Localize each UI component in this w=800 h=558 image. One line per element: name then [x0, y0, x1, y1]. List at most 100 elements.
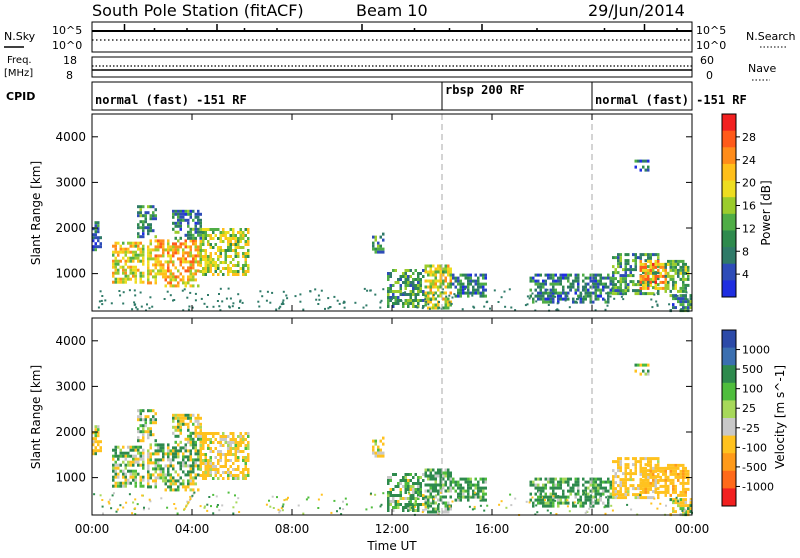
- heatmap-cell: [129, 250, 132, 254]
- heatmap-cell: [139, 220, 142, 224]
- heatmap-cell: [564, 498, 567, 502]
- heatmap-cell: [547, 477, 550, 481]
- heatmap-cell: [607, 477, 610, 481]
- heatmap-cell: [134, 475, 137, 479]
- heatmap-cell: [177, 413, 180, 417]
- heatmap-cell: [112, 466, 115, 470]
- heatmap-cell: [627, 478, 630, 482]
- heatmap-cell: [672, 286, 675, 290]
- heatmap-cell: [187, 501, 190, 504]
- heatmap-cell: [135, 306, 138, 309]
- heatmap-cell: [382, 454, 385, 458]
- heatmap-cell: [683, 510, 686, 513]
- heatmap-cell: [149, 455, 152, 459]
- heatmap-cell: [387, 302, 390, 305]
- heatmap-cell: [537, 294, 540, 298]
- heatmap-cell: [684, 297, 687, 301]
- heatmap-cell: [544, 297, 547, 301]
- heatmap-cell: [582, 285, 585, 289]
- heatmap-cell: [212, 435, 215, 438]
- heatmap-cell: [532, 501, 535, 505]
- heatmap-cell: [589, 297, 592, 301]
- heatmap-cell: [559, 273, 562, 277]
- heatmap-cell: [137, 415, 140, 419]
- heatmap-cell: [434, 489, 437, 493]
- heatmap-cell: [392, 473, 395, 476]
- heatmap-cell: [147, 205, 150, 209]
- heatmap-cell: [409, 500, 412, 503]
- heatmap-cell: [594, 477, 597, 481]
- heatmap-cell: [137, 409, 140, 413]
- heatmap-cell: [428, 307, 431, 310]
- heatmap-cell: [399, 482, 402, 485]
- heatmap-cell: [149, 281, 152, 285]
- heatmap-cell: [659, 469, 662, 473]
- heatmap-cell: [328, 306, 331, 309]
- heatmap-cell: [169, 281, 172, 285]
- heatmap-cell: [343, 300, 346, 303]
- heatmap-cell: [639, 472, 642, 476]
- heatmap-cell: [134, 507, 137, 510]
- heatmap-cell: [535, 504, 538, 507]
- heatmap-cell: [569, 273, 572, 277]
- heatmap-cell: [424, 474, 427, 478]
- heatmap-cell: [392, 488, 395, 491]
- heatmap-cell: [207, 270, 210, 273]
- heatmap-cell: [174, 212, 177, 216]
- heatmap-cell: [479, 285, 482, 289]
- heatmap-cell: [458, 497, 461, 500]
- heatmap-cell: [97, 227, 100, 231]
- heatmap-cell: [549, 486, 552, 490]
- heatmap-cell: [164, 479, 167, 483]
- heatmap-cell: [419, 494, 422, 497]
- heatmap-cell: [430, 298, 433, 301]
- heatmap-cell: [537, 297, 540, 301]
- heatmap-cell: [179, 227, 182, 231]
- heatmap-cell: [544, 282, 547, 286]
- heatmap-cell: [167, 251, 170, 255]
- heatmap-cell: [377, 451, 380, 455]
- heatmap-cell: [544, 492, 547, 496]
- heatmap-cell: [679, 472, 682, 476]
- heatmap-cell: [237, 264, 240, 267]
- heatmap-cell: [419, 488, 422, 491]
- heatmap-cell: [222, 438, 225, 441]
- heatmap-cell: [642, 466, 645, 470]
- heatmap-cell: [434, 270, 437, 274]
- heatmap-cell: [177, 218, 180, 222]
- heatmap-cell: [566, 499, 569, 502]
- heatmap-cell: [612, 271, 615, 275]
- heatmap-cell: [566, 505, 569, 508]
- heatmap-cell: [588, 507, 591, 510]
- heatmap-cell: [372, 235, 375, 239]
- heatmap-cell: [219, 231, 222, 234]
- heatmap-cell: [101, 303, 104, 306]
- heatmap-cell: [407, 491, 410, 494]
- heatmap-cell: [219, 234, 222, 237]
- heatmap-cell: [453, 293, 456, 296]
- heatmap-cell: [242, 456, 245, 459]
- heatmap-cell: [677, 475, 680, 479]
- heatmap-cell: [197, 218, 200, 222]
- heatmap-cell: [619, 490, 622, 494]
- heatmap-cell: [194, 443, 197, 447]
- heatmap-cell: [242, 255, 245, 258]
- heatmap-cell: [125, 501, 128, 504]
- heatmap-cell: [439, 474, 442, 478]
- heatmap-cell: [159, 464, 162, 468]
- heatmap-cell: [647, 463, 650, 467]
- heatmap-cell: [644, 372, 647, 376]
- heatmap-cell: [244, 459, 247, 462]
- heatmap-cell: [139, 451, 142, 455]
- heatmap-cell: [217, 459, 220, 462]
- heatmap-cell: [677, 297, 680, 301]
- heatmap-cell: [167, 473, 170, 477]
- heatmap-cell: [634, 289, 637, 293]
- heatmap-cell: [479, 504, 482, 507]
- heatmap-cell: [684, 268, 687, 272]
- heatmap-cell: [687, 277, 690, 281]
- heatmap-cell: [184, 239, 187, 243]
- colorbar-tick-label: -100: [742, 441, 767, 454]
- heatmap-cell: [452, 477, 455, 481]
